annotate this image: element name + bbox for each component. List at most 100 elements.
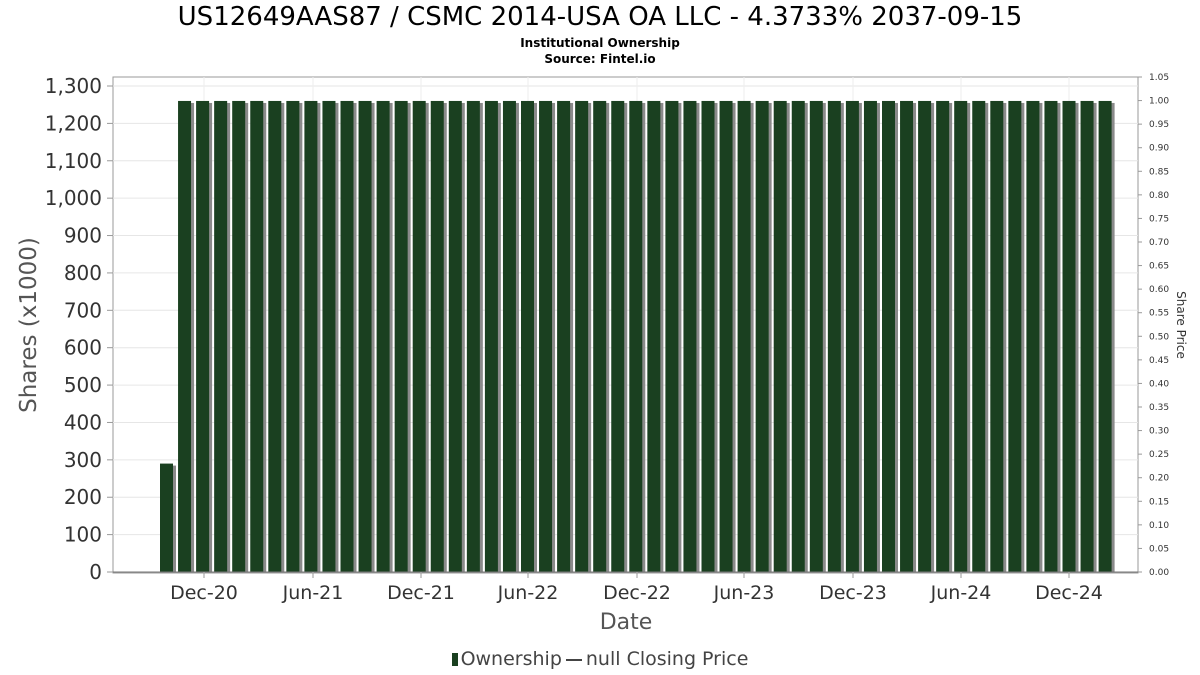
ownership-bar bbox=[701, 100, 715, 572]
y-axis-right-ticks: 0.00 0.05 0.10 0.15 0.20 0.25 0.30 0.35 0.40 0.45… bbox=[1138, 73, 1169, 578]
ownership-bar bbox=[268, 100, 282, 572]
ownership-bar bbox=[918, 100, 932, 572]
y-tick-label: 1,300 bbox=[45, 74, 102, 98]
y-right-tick-label: 0.00 bbox=[1149, 568, 1169, 578]
x-axis-label: Date bbox=[600, 610, 653, 635]
chart-title: US12649AAS87 / CSMC 2014-USA OA LLC - 4.… bbox=[177, 2, 1023, 32]
ownership-bar bbox=[593, 100, 607, 572]
x-tick-label: Dec-23 bbox=[819, 582, 887, 604]
y-right-tick-label: 1.05 bbox=[1149, 73, 1169, 83]
ownership-bar bbox=[358, 100, 372, 572]
ownership-bar bbox=[340, 100, 354, 572]
y-tick-label: 1,000 bbox=[45, 186, 102, 210]
ownership-bar bbox=[484, 100, 498, 572]
y-axis-ticks: 0 100 200 300 400 500 600 700 800 900 1,000 1,100 1,… bbox=[45, 74, 113, 584]
ownership-swatch-icon bbox=[451, 653, 458, 666]
ownership-bar bbox=[322, 100, 336, 572]
x-axis-ticks: Dec-20 Jun-21 Dec-21 Jun-22 Dec-22 Jun-23 Dec-… bbox=[170, 573, 1103, 604]
y-right-tick-label: 0.60 bbox=[1149, 285, 1169, 295]
y-right-tick-label: 0.20 bbox=[1149, 474, 1169, 484]
ownership-bar bbox=[394, 100, 408, 572]
y-axis-right-label: Share Price bbox=[1174, 291, 1188, 359]
price-line-icon bbox=[565, 658, 582, 661]
x-tick-label: Dec-24 bbox=[1035, 582, 1103, 604]
ownership-bar bbox=[250, 100, 264, 572]
bars-group bbox=[113, 100, 1138, 573]
y-tick-label: 800 bbox=[64, 261, 102, 285]
y-right-tick-label: 0.05 bbox=[1149, 544, 1169, 554]
ownership-bar bbox=[196, 100, 210, 572]
ownership-bar bbox=[430, 100, 444, 572]
y-axis-label: Shares (x1000) bbox=[16, 237, 42, 413]
ownership-bar bbox=[286, 100, 300, 572]
ownership-bar bbox=[845, 100, 859, 572]
y-right-tick-label: 0.70 bbox=[1149, 238, 1169, 248]
y-right-tick-label: 0.40 bbox=[1149, 379, 1169, 389]
ownership-bar bbox=[900, 100, 914, 572]
chart-subtitle: Institutional Ownership bbox=[520, 36, 680, 50]
ownership-bar bbox=[863, 100, 877, 572]
ownership-bar bbox=[827, 100, 841, 572]
y-right-tick-label: 0.45 bbox=[1149, 356, 1169, 366]
ownership-bar bbox=[448, 100, 462, 572]
ownership-bar bbox=[214, 100, 228, 572]
y-right-tick-label: 1.00 bbox=[1149, 97, 1169, 107]
x-tick-label: Jun-22 bbox=[497, 582, 559, 604]
y-right-tick-label: 0.35 bbox=[1149, 403, 1169, 413]
ownership-bar bbox=[737, 100, 751, 572]
y-tick-label: 1,100 bbox=[45, 149, 102, 173]
ownership-bar bbox=[232, 100, 246, 572]
ownership-bar bbox=[304, 100, 318, 572]
ownership-bar bbox=[755, 100, 769, 572]
ownership-bar bbox=[1098, 100, 1112, 572]
y-right-tick-label: 0.15 bbox=[1149, 497, 1169, 507]
ownership-bar bbox=[466, 100, 480, 572]
x-tick-label: Dec-22 bbox=[603, 582, 671, 604]
ownership-bar bbox=[376, 100, 390, 572]
ownership-bar bbox=[683, 100, 697, 572]
ownership-bar bbox=[936, 100, 950, 572]
y-right-tick-label: 0.55 bbox=[1149, 309, 1169, 319]
x-tick-label: Dec-20 bbox=[170, 582, 238, 604]
y-tick-label: 500 bbox=[64, 373, 102, 397]
y-tick-label: 1,200 bbox=[45, 111, 102, 135]
x-tick-label: Dec-21 bbox=[387, 582, 455, 604]
y-tick-label: 200 bbox=[64, 485, 102, 509]
y-right-tick-label: 0.80 bbox=[1149, 191, 1169, 201]
ownership-bar bbox=[972, 100, 986, 572]
y-tick-label: 100 bbox=[64, 523, 102, 547]
y-tick-label: 600 bbox=[64, 336, 102, 360]
ownership-bar bbox=[791, 100, 805, 572]
y-right-tick-label: 0.25 bbox=[1149, 450, 1169, 460]
x-tick-label: Jun-23 bbox=[713, 582, 775, 604]
ownership-bar bbox=[629, 100, 643, 572]
ownership-bar bbox=[521, 100, 534, 572]
ownership-bar bbox=[160, 463, 173, 572]
ownership-bar bbox=[1026, 100, 1040, 572]
ownership-bar bbox=[990, 100, 1004, 572]
ownership-bar bbox=[773, 100, 787, 572]
ownership-bar bbox=[539, 100, 553, 572]
y-right-tick-label: 0.95 bbox=[1149, 120, 1169, 130]
y-right-tick-label: 0.65 bbox=[1149, 262, 1169, 272]
y-right-tick-label: 0.30 bbox=[1149, 427, 1169, 437]
ownership-bar bbox=[647, 100, 661, 572]
ownership-bar bbox=[557, 100, 571, 572]
legend-ownership: Ownership bbox=[460, 648, 562, 670]
ownership-bar bbox=[412, 100, 426, 572]
y-right-tick-label: 0.75 bbox=[1149, 214, 1169, 224]
ownership-bar bbox=[611, 100, 625, 572]
ownership-bar bbox=[954, 100, 968, 572]
ownership-bar bbox=[1044, 100, 1058, 572]
ownership-bar bbox=[1008, 100, 1022, 572]
legend: Ownership null Closing Price bbox=[0, 648, 1200, 670]
ownership-bar bbox=[1080, 100, 1094, 572]
legend-price: null Closing Price bbox=[585, 648, 749, 670]
y-tick-label: 400 bbox=[64, 410, 102, 434]
y-tick-label: 900 bbox=[64, 224, 102, 248]
x-tick-label: Jun-21 bbox=[282, 582, 344, 604]
ownership-bar bbox=[719, 100, 733, 572]
y-tick-label: 700 bbox=[64, 298, 102, 322]
ownership-bar bbox=[665, 100, 679, 572]
